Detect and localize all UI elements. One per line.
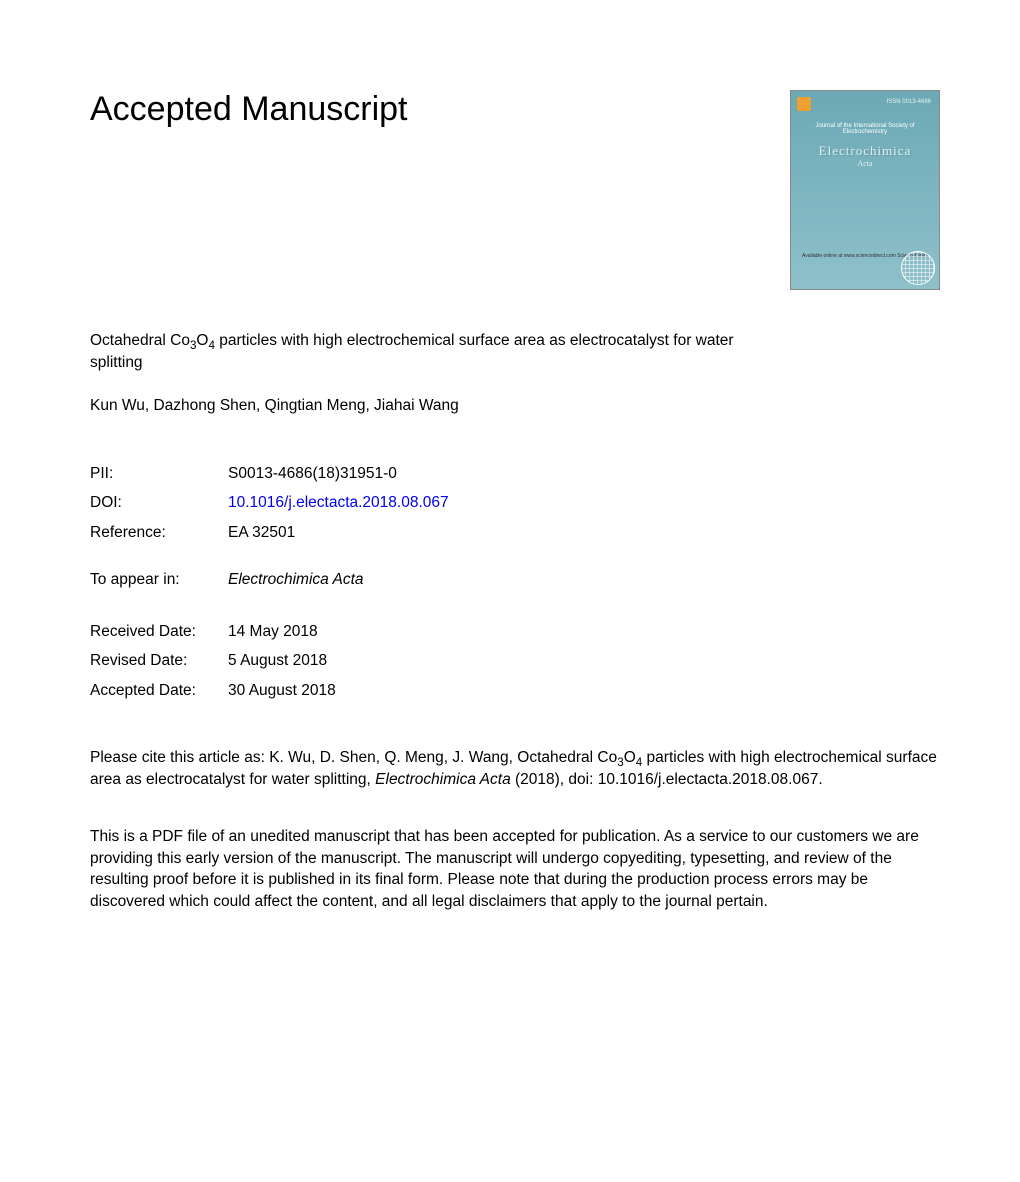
appear-label: To appear in: <box>90 565 228 594</box>
journal-cover-thumbnail: ISSN 0013-4686 Journal of the Internatio… <box>790 90 940 290</box>
citation-journal: Electrochimica Acta <box>375 771 511 788</box>
title-text-mid: O <box>196 332 208 349</box>
meta-row-appear: To appear in: Electrochimica Acta <box>90 565 940 594</box>
cover-journal-name: Electrochimica <box>799 143 931 159</box>
revised-value: 5 August 2018 <box>228 646 327 675</box>
citation-paragraph: Please cite this article as: K. Wu, D. S… <box>90 747 940 790</box>
citation-post2: (2018), doi: 10.1016/j.electacta.2018.08… <box>511 771 823 788</box>
article-title: Octahedral Co3O4 particles with high ele… <box>90 330 790 375</box>
metadata-block: PII: S0013-4686(18)31951-0 DOI: 10.1016/… <box>90 459 940 547</box>
citation-pre: Please cite this article as: K. Wu, D. S… <box>90 749 617 766</box>
title-text-pre: Octahedral Co <box>90 332 190 349</box>
meta-row-received: Received Date: 14 May 2018 <box>90 617 940 646</box>
accepted-label: Accepted Date: <box>90 676 228 705</box>
page-heading: Accepted Manuscript <box>90 90 408 129</box>
pii-value: S0013-4686(18)31951-0 <box>228 459 397 488</box>
cover-society-text: Journal of the International Society of … <box>799 123 931 135</box>
accepted-value: 30 August 2018 <box>228 676 336 705</box>
cover-issn: ISSN 0013-4686 <box>887 99 931 105</box>
reference-value: EA 32501 <box>228 518 295 547</box>
received-value: 14 May 2018 <box>228 617 318 646</box>
meta-row-doi: DOI: 10.1016/j.electacta.2018.08.067 <box>90 488 940 517</box>
revised-label: Revised Date: <box>90 646 228 675</box>
meta-row-reference: Reference: EA 32501 <box>90 518 940 547</box>
appear-block: To appear in: Electrochimica Acta <box>90 565 940 594</box>
disclaimer-paragraph: This is a PDF file of an unedited manusc… <box>90 826 940 912</box>
meta-row-revised: Revised Date: 5 August 2018 <box>90 646 940 675</box>
cover-journal-subtitle: Acta <box>799 159 931 168</box>
globe-icon <box>901 251 935 285</box>
appear-value: Electrochimica Acta <box>228 565 364 594</box>
authors-list: Kun Wu, Dazhong Shen, Qingtian Meng, Jia… <box>90 397 940 415</box>
publisher-logo-icon <box>797 97 811 111</box>
dates-block: Received Date: 14 May 2018 Revised Date:… <box>90 617 940 705</box>
citation-mid: O <box>624 749 636 766</box>
doi-label: DOI: <box>90 488 228 517</box>
received-label: Received Date: <box>90 617 228 646</box>
reference-label: Reference: <box>90 518 228 547</box>
doi-link[interactable]: 10.1016/j.electacta.2018.08.067 <box>228 488 449 517</box>
pii-label: PII: <box>90 459 228 488</box>
meta-row-accepted: Accepted Date: 30 August 2018 <box>90 676 940 705</box>
meta-row-pii: PII: S0013-4686(18)31951-0 <box>90 459 940 488</box>
